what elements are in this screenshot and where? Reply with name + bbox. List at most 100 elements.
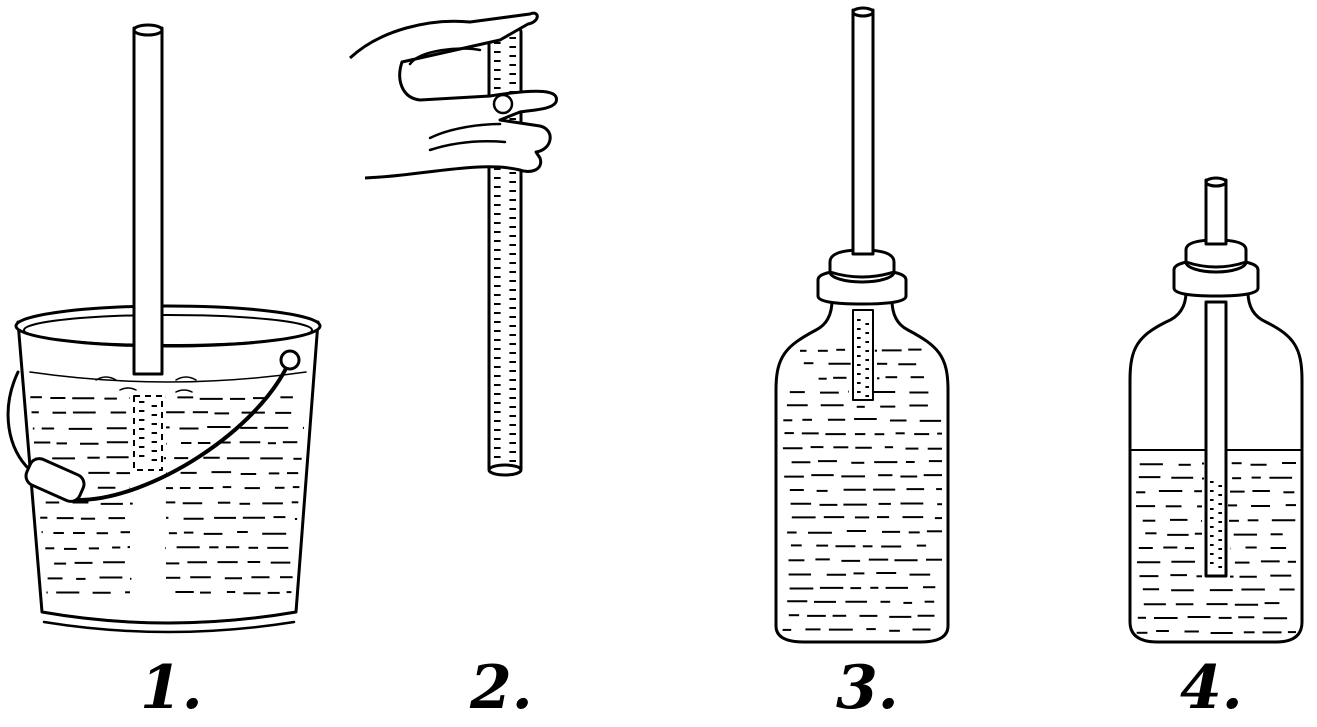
tube-3 (851, 8, 875, 256)
tube-water-mark (1210, 517, 1222, 523)
tube-1-top (132, 23, 164, 37)
figure-2-label: 2. (469, 653, 533, 723)
stopper-3-cap (828, 248, 896, 279)
tube-water-mark (857, 382, 869, 388)
tube-water-mark (494, 357, 516, 363)
bottle-3-water-hatching (782, 348, 942, 632)
tube-water-mark (139, 437, 157, 443)
tube-water-mark (857, 364, 869, 370)
tube-water-mark (1210, 508, 1222, 514)
tube-water-mark (494, 393, 516, 399)
tube-water-mark (139, 410, 157, 416)
hand-finger-lines (408, 47, 507, 152)
tube-water-mark (1210, 490, 1222, 496)
bucket-water-hatching (30, 396, 304, 595)
tube-water-mark (1210, 562, 1222, 568)
tube-water-mark (857, 346, 869, 352)
tube-water-mark (494, 348, 516, 354)
figure-4-half-full-bottle: 4. (1128, 176, 1304, 723)
tube-water-mark (494, 213, 516, 219)
tube-water-mark (494, 303, 516, 309)
tube-water-mark (494, 69, 516, 75)
tube-water-mark (494, 258, 516, 264)
tube-water-mark (494, 186, 516, 192)
tube-water-mark (494, 177, 516, 183)
tube-water-mark (1210, 553, 1222, 559)
tube-water-mark (1210, 481, 1222, 487)
tube-water-mark (494, 276, 516, 282)
tube-water-mark (857, 373, 869, 379)
tube-water-mark (1210, 499, 1222, 505)
tube-water-mark (139, 419, 157, 425)
tube-water-mark (494, 420, 516, 426)
tube-water-mark (857, 355, 869, 361)
figure-1-bucket-with-tube: 1. (6, 23, 322, 723)
tube-water-mark (494, 447, 516, 453)
tube-water-mark (494, 249, 516, 255)
tube-water-mark (494, 42, 516, 48)
tube-water-mark (494, 411, 516, 417)
tube-1-upper (132, 26, 164, 376)
tube-water-mark (494, 231, 516, 237)
stopper-4-cap (1184, 238, 1248, 269)
tube-water-mark (1210, 535, 1222, 541)
tube-4-inside (1204, 300, 1228, 578)
tube-water-mark (494, 51, 516, 57)
tube-3-water-column (857, 319, 869, 397)
tube-3-inside (852, 309, 874, 401)
tube-water-mark (139, 428, 157, 434)
tube-water-mark (494, 375, 516, 381)
tube-water-mark (494, 330, 516, 336)
tube-water-mark (494, 60, 516, 66)
tube-water-mark (857, 319, 869, 325)
bucket-handle (76, 358, 292, 502)
figure-4-label: 4. (1180, 653, 1243, 723)
tube-water-mark (494, 168, 516, 174)
tube-1-water-column (139, 401, 157, 461)
tube-water-mark (857, 337, 869, 343)
figure-1-label: 1. (140, 653, 203, 723)
tube-water-mark (494, 366, 516, 372)
tube-water-mark (494, 429, 516, 435)
bucket-bottom-band (40, 610, 298, 634)
bottle-4-water-hatching (1136, 462, 1296, 634)
bucket-handle-wire-left (6, 370, 32, 472)
hand-thumb-tip (492, 93, 514, 115)
hand (348, 11, 558, 180)
tube-1-submerged (133, 395, 163, 471)
tube-water-mark (1210, 526, 1222, 532)
bucket-rim-inner (23, 314, 313, 346)
tube-water-mark (494, 267, 516, 273)
bucket-ripples (95, 376, 197, 393)
tube-water-mark (494, 195, 516, 201)
tube-water-mark (494, 438, 516, 444)
tube-water-mark (494, 294, 516, 300)
tube-2-bottom (487, 463, 523, 477)
bucket-handle-grip (24, 457, 86, 503)
bucket-handle-rivet (279, 349, 301, 371)
tube-water-mark (494, 321, 516, 327)
tube-water-mark (857, 391, 869, 397)
tube-water-mark (494, 456, 516, 462)
tube-water-mark (494, 78, 516, 84)
tube-4-top (1204, 176, 1228, 188)
tube-3-top (851, 6, 875, 18)
tube-water-mark (1210, 544, 1222, 550)
tube-water-mark (494, 402, 516, 408)
figure-3-label: 3. (836, 653, 899, 723)
tube-water-mark (494, 204, 516, 210)
tube-4-water-column (1210, 481, 1222, 568)
tube-water-mark (494, 285, 516, 291)
tube-water-mark (139, 446, 157, 452)
tube-water-mark (494, 240, 516, 246)
figure-2-hand-holding-tube: 2. (348, 11, 558, 723)
tube-water-mark (494, 312, 516, 318)
bucket-water-surface (29, 371, 307, 383)
tube-water-mark (139, 455, 157, 461)
tube-water-mark (494, 222, 516, 228)
figure-3-full-bottle: 3. (774, 6, 950, 723)
tube-water-mark (857, 328, 869, 334)
tube-water-mark (139, 401, 157, 407)
tube-water-mark (494, 339, 516, 345)
